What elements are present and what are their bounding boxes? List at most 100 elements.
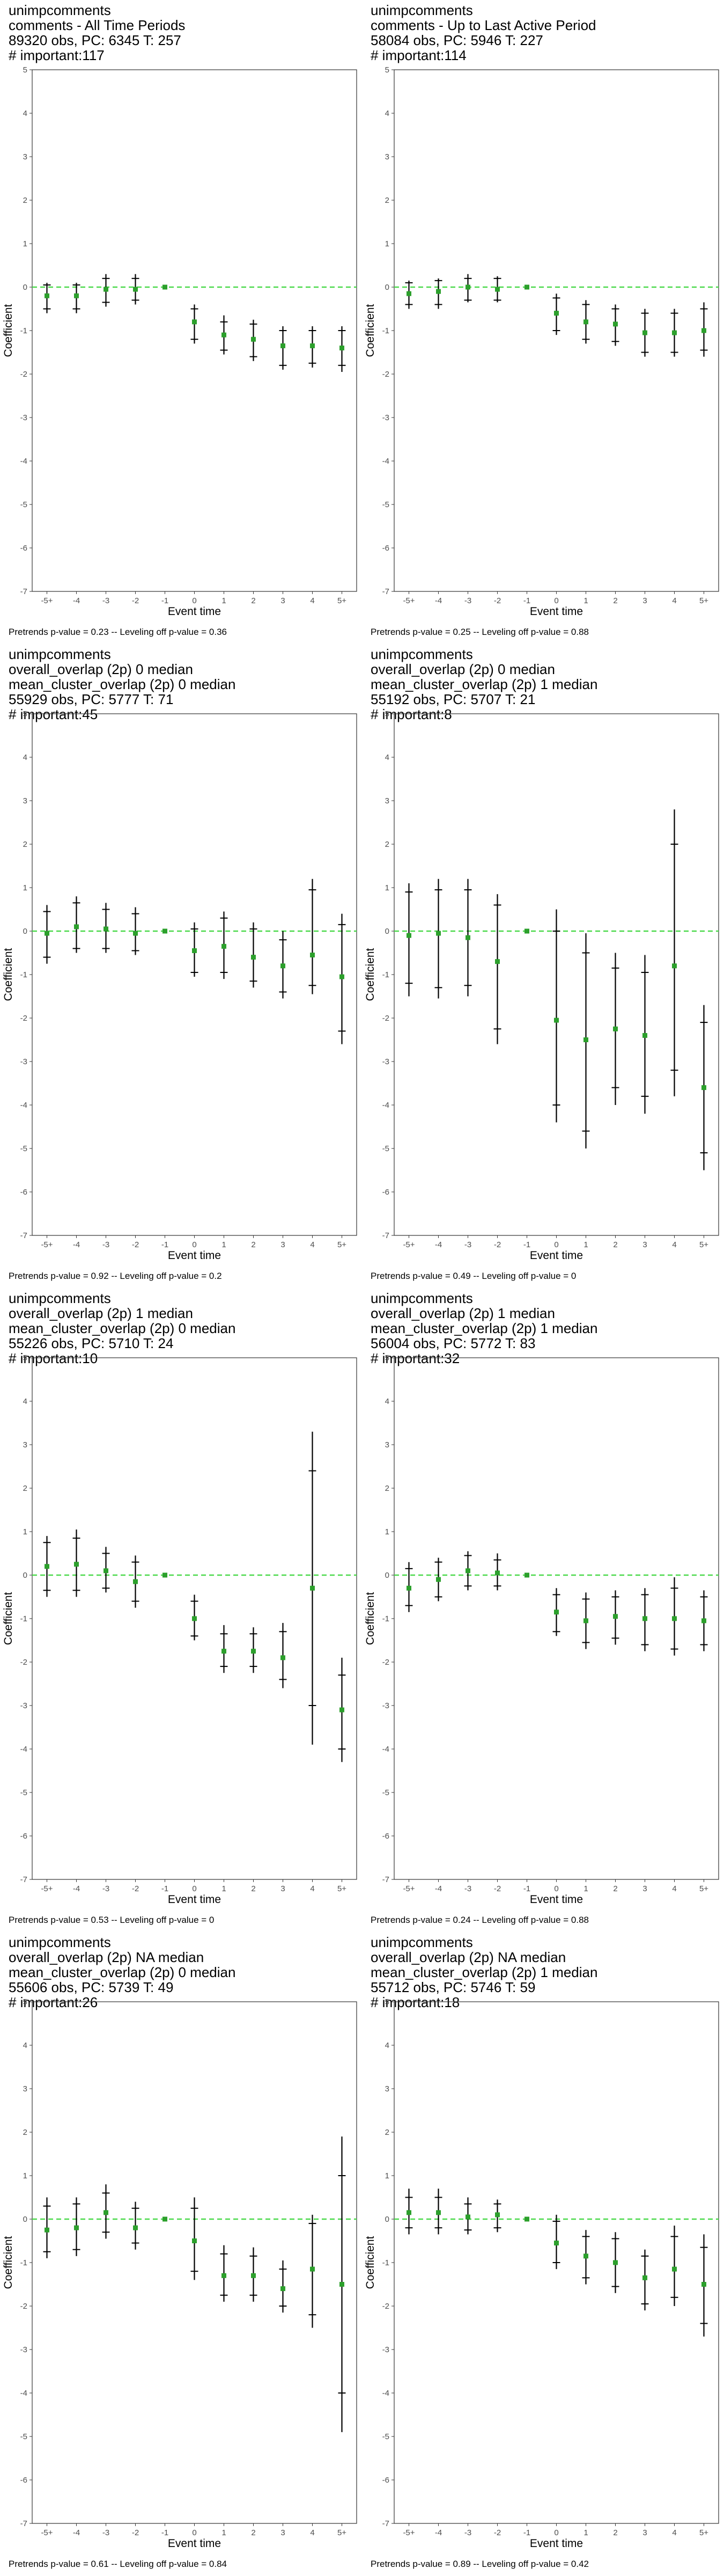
- x-tick-label: 0: [192, 1884, 196, 1893]
- estimate-point: [251, 2273, 256, 2278]
- estimate-point: [701, 1085, 706, 1091]
- x-tick-label: 3: [642, 2528, 647, 2537]
- x-tick-label: 4: [310, 1884, 314, 1893]
- x-tick-label: 3: [280, 2528, 285, 2537]
- estimate-point: [251, 336, 256, 342]
- y-tick-label: -6: [20, 1188, 27, 1197]
- chart-title-line: 55606 obs, PC: 5739 T: 49: [9, 1979, 173, 1995]
- y-tick-label: 4: [23, 109, 27, 118]
- p-value-caption: Pretrends p-value = 0.23 -- Leveling off…: [9, 627, 227, 637]
- x-tick-label: 2: [613, 2528, 617, 2537]
- x-tick-label: 0: [554, 2528, 558, 2537]
- y-axis-title: Coefficient: [364, 2236, 376, 2289]
- y-tick-label: -1: [382, 1614, 389, 1623]
- y-tick-label: -3: [20, 1057, 27, 1066]
- x-tick-label: -5+: [403, 2528, 415, 2537]
- chart-title-line: unimpcomments: [371, 2, 473, 18]
- y-tick-label: -7: [382, 1875, 389, 1884]
- x-tick-label: -3: [102, 2528, 109, 2537]
- x-tick-label: 2: [251, 1884, 255, 1893]
- chart-title-line: 56004 obs, PC: 5772 T: 83: [371, 1335, 535, 1351]
- x-axis-title: Event time: [168, 1893, 221, 1906]
- x-tick-label: -1: [523, 596, 530, 605]
- y-tick-label: 0: [385, 1571, 389, 1580]
- estimate-point: [104, 2210, 108, 2215]
- y-tick-label: -5: [382, 1144, 389, 1153]
- chart-title-line: unimpcomments: [9, 2, 111, 18]
- chart-title-line: # important:18: [371, 1994, 460, 2010]
- x-tick-label: 4: [310, 1240, 314, 1249]
- y-tick-label: -7: [20, 1875, 27, 1884]
- estimate-point: [672, 963, 677, 969]
- x-tick-label: -4: [435, 596, 442, 605]
- x-tick-label: 2: [251, 1240, 255, 1249]
- x-tick-label: 4: [672, 1884, 676, 1893]
- x-tick-label: 4: [672, 1240, 676, 1249]
- y-tick-label: 3: [23, 152, 27, 162]
- y-tick-label: -4: [20, 2389, 27, 2398]
- x-tick-label: 3: [642, 596, 647, 605]
- x-tick-label: 1: [221, 1884, 226, 1893]
- x-tick-label: 0: [554, 1240, 558, 1249]
- y-tick-label: 5: [385, 65, 389, 75]
- x-tick-label: 0: [554, 596, 558, 605]
- estimate-point: [524, 2216, 529, 2222]
- estimate-point: [221, 332, 226, 338]
- x-tick-label: -5+: [403, 1884, 415, 1893]
- estimate-point: [280, 2286, 285, 2292]
- x-axis-title: Event time: [530, 605, 583, 618]
- estimate-point: [583, 1037, 588, 1042]
- estimate-point: [583, 2253, 588, 2259]
- x-tick-label: -2: [494, 1884, 501, 1893]
- y-tick-label: -5: [20, 500, 27, 509]
- x-tick-label: 3: [642, 1240, 647, 1249]
- y-tick-label: -4: [20, 457, 27, 466]
- x-tick-label: -3: [464, 1240, 471, 1249]
- estimate-point: [524, 928, 529, 934]
- x-tick-label: 5+: [699, 596, 708, 605]
- p-value-caption: Pretrends p-value = 0.92 -- Leveling off…: [9, 1271, 222, 1281]
- x-tick-label: 4: [672, 596, 676, 605]
- x-tick-label: -2: [132, 1884, 139, 1893]
- x-tick-label: 2: [251, 2528, 255, 2537]
- p-value-caption: Pretrends p-value = 0.49 -- Leveling off…: [371, 1271, 576, 1281]
- y-tick-label: -4: [382, 1745, 389, 1754]
- x-tick-label: 4: [310, 2528, 314, 2537]
- x-tick-label: 3: [280, 1240, 285, 1249]
- x-axis-title: Event time: [168, 1249, 221, 1262]
- estimate-point: [466, 935, 470, 940]
- y-axis-title: Coefficient: [2, 304, 14, 357]
- x-tick-label: 0: [192, 596, 196, 605]
- chart-title-line: 55192 obs, PC: 5707 T: 21: [371, 691, 535, 707]
- x-tick-label: 1: [221, 596, 226, 605]
- estimate-point: [221, 1649, 226, 1654]
- x-tick-label: 5+: [699, 1884, 708, 1893]
- y-tick-label: 5: [385, 1353, 389, 1363]
- chart-title-line: unimpcomments: [9, 646, 111, 662]
- x-tick-label: 2: [613, 1884, 617, 1893]
- x-tick-label: 2: [613, 1240, 617, 1249]
- y-tick-label: -4: [20, 1745, 27, 1754]
- estimate-point: [339, 974, 344, 979]
- x-tick-label: -1: [523, 2528, 530, 2537]
- y-axis-title: Coefficient: [2, 1592, 14, 1645]
- y-tick-label: 2: [385, 196, 389, 205]
- x-tick-label: 1: [583, 1240, 588, 1249]
- estimate-point: [251, 955, 256, 960]
- y-tick-label: 3: [385, 152, 389, 162]
- y-tick-label: -3: [382, 413, 389, 422]
- y-tick-label: 2: [385, 2128, 389, 2137]
- estimate-point: [466, 2214, 470, 2220]
- x-tick-label: -4: [435, 2528, 442, 2537]
- chart-title-line: 58084 obs, PC: 5946 T: 227: [371, 32, 543, 48]
- chart-title-line: # important:45: [9, 706, 98, 722]
- y-tick-label: -2: [382, 1658, 389, 1667]
- x-tick-label: 5+: [337, 1240, 346, 1249]
- y-tick-label: -7: [382, 2519, 389, 2528]
- y-tick-label: -5: [20, 1144, 27, 1153]
- estimate-point: [280, 963, 285, 969]
- y-tick-label: 3: [385, 2084, 389, 2094]
- chart-title-line: mean_cluster_overlap (2p) 1 median: [371, 1320, 597, 1336]
- estimate-point: [642, 2275, 647, 2280]
